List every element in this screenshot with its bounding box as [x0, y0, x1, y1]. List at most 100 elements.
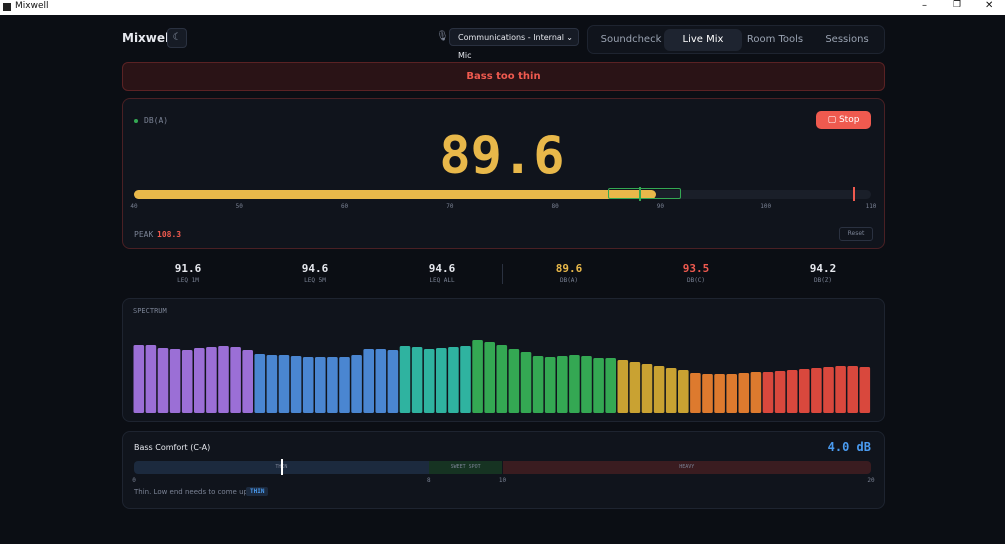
minimize[interactable]: –: [922, 0, 927, 11]
spectrum-bar: [847, 366, 858, 413]
spectrum-bar: [133, 345, 145, 413]
app-icon: [3, 3, 11, 11]
status-dot: [134, 119, 138, 123]
peak-marker: [853, 187, 856, 201]
theme-toggle[interactable]: ☾: [167, 28, 187, 48]
meter-tick-label: 110: [865, 203, 877, 210]
spectrum-bar: [726, 374, 737, 413]
spectrum-bar: [762, 372, 774, 413]
spectrum-bar: [266, 355, 278, 413]
bass-zone-label: SWEET SPOT: [450, 464, 481, 470]
spectrum-bar: [302, 357, 314, 413]
meter-label: DB(A): [144, 116, 169, 125]
meter-tick-label: 80: [551, 203, 559, 210]
bass-value: 4.0 dB: [827, 440, 871, 454]
spectrum-bar: [254, 354, 266, 413]
meter-panel: [122, 98, 885, 249]
spectrum-bar: [617, 360, 629, 413]
meter-fill: [134, 190, 657, 199]
spectrum-bar: [387, 350, 399, 413]
spectrum-bar: [448, 347, 459, 413]
spectrum-bar: [557, 356, 568, 413]
stats-divider: [502, 264, 503, 284]
spectrum-bar: [774, 371, 786, 413]
bass-message: Thin. Low end needs to come up.: [134, 488, 251, 496]
target-zone: [607, 188, 682, 199]
spectrum-bar: [799, 369, 810, 413]
bass-tick-label: 8: [426, 477, 431, 484]
spectrum-bar: [423, 349, 435, 413]
title-bar: Mixwell – ❐ ✕: [0, 0, 1005, 15]
stat-label: LEQ ALL: [429, 277, 455, 284]
meter-tick-label: 70: [446, 203, 454, 210]
spectrum-bar: [569, 355, 580, 413]
target-line: [639, 187, 642, 201]
stat-label: LEQ 1M: [177, 277, 199, 284]
spectrum-bar: [436, 348, 447, 413]
stat-label: LEQ 5M: [304, 277, 326, 284]
spectrum-bar: [399, 346, 411, 413]
spectrum-bar: [738, 373, 750, 413]
stat-value: 91.6: [174, 262, 202, 275]
spectrum-bar: [508, 349, 520, 413]
spectrum-bar: [278, 355, 290, 413]
window-title: Mixwell: [15, 1, 49, 11]
peak-value: 108.3: [157, 230, 182, 239]
tab[interactable]: Room Tools: [746, 34, 804, 45]
stat-value: 94.6: [301, 262, 329, 275]
mic-icon: 🎙: [436, 31, 449, 42]
chevron: ⌄: [566, 33, 573, 42]
spectrum-bar: [678, 370, 689, 413]
maximize[interactable]: ❐: [953, 0, 962, 10]
spectrum-bar: [835, 366, 846, 413]
spectrum-bar: [702, 374, 713, 413]
spectrum-bar: [242, 350, 253, 413]
spectrum-bar: [750, 372, 762, 413]
spectrum-bar: [520, 352, 532, 413]
meter-tick-label: 100: [760, 203, 772, 210]
spectrum-bar: [230, 347, 241, 413]
bass-tick-label: 20: [867, 477, 875, 484]
spectrum-bar: [544, 357, 556, 413]
meter-tick-label: 60: [340, 203, 349, 210]
close[interactable]: ✕: [985, 0, 994, 11]
bass-zone-label: HEAVY: [679, 464, 695, 470]
spectrum-bar: [823, 367, 834, 413]
bass-zone: HEAVY: [502, 461, 871, 474]
stat-value: 93.5: [682, 262, 710, 275]
bass-badge: THIN: [246, 487, 269, 496]
meter-tick-label: 90: [656, 203, 665, 210]
logo: Mixwell: [122, 31, 174, 45]
bass-marker: [281, 459, 284, 475]
bass-tick-label: 10: [498, 477, 507, 484]
stat-label: DB(C): [686, 277, 706, 284]
spectrum-bar: [665, 368, 677, 413]
tab[interactable]: Sessions: [825, 34, 869, 45]
tab[interactable]: Live Mix: [664, 29, 742, 51]
device-name: Communications - Internal Mic: [458, 33, 565, 60]
stat-value: 94.6: [428, 262, 456, 275]
spectrum-bar: [375, 349, 387, 413]
device-select[interactable]: Communications - Internal Mic ⌄: [449, 28, 579, 60]
spectrum-bar: [157, 348, 169, 413]
spectrum-bar: [363, 349, 374, 413]
spectrum-bar: [581, 356, 592, 413]
spectrum-bar: [411, 347, 423, 413]
spectrum-bar: [327, 357, 338, 413]
spectrum-bar: [629, 362, 641, 413]
spectrum-bar: [532, 356, 544, 413]
reset-button[interactable]: Reset: [839, 227, 873, 241]
spectrum-bar: [315, 357, 326, 413]
stop-button[interactable]: ▢ Stop: [816, 111, 871, 129]
spectrum-bar: [786, 370, 798, 413]
tab[interactable]: Soundcheck: [600, 34, 662, 45]
spectrum-bar: [206, 347, 217, 413]
stop-label: Stop: [838, 115, 860, 125]
stat-value: 89.6: [555, 262, 583, 275]
spectrum-bar: [714, 374, 725, 413]
spectrum-bar: [351, 355, 362, 413]
meter-value: 89.6: [439, 126, 565, 186]
peak-label: PEAK: [134, 230, 154, 239]
spectrum-bar: [641, 364, 653, 413]
